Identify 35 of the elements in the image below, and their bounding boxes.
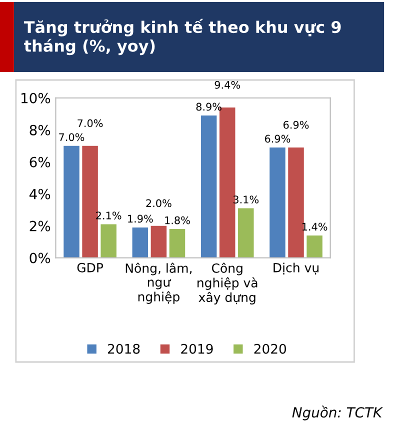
bar [100,224,116,258]
legend-label: 2019 [181,344,213,354]
data-label: 1.8% [165,216,190,224]
bar [64,146,80,258]
x-tick-label: Nông, lâm, ngư nghiệp [126,262,192,304]
data-label: 2.0% [146,199,172,208]
legend-label: 2018 [108,344,140,354]
bar [306,235,322,258]
x-tick-label: Công nghiệp và xây dựng [198,262,258,304]
bar [82,146,98,258]
bar [150,226,167,258]
legend-label: 2020 [254,344,286,354]
x-tick-label: GDP [77,262,104,272]
bar [169,229,186,258]
data-label: 6.9% [264,134,290,143]
y-tick-label: 6% [30,156,50,168]
text: Nguồn: TCTK [292,406,384,420]
x-tick-label: Dịch vụ [274,262,318,274]
bar [238,208,254,258]
bar [288,147,304,258]
bar [200,115,217,258]
chart-title: Tăng trưởng kinh tế theo khu vực 9 tháng (%, yoy) [24,18,341,56]
data-label: 7.0% [78,119,103,128]
y-tick-label: 8% [30,124,50,136]
y-tick-label: 2% [30,220,50,232]
y-tick-label: 10% [22,92,50,104]
data-label: 9.4% [214,80,240,89]
y-tick-label: 0% [30,252,50,264]
data-label: 8.9% [196,102,222,111]
y-tick-label: 4% [30,188,50,200]
data-label: 6.9% [284,120,309,129]
bar [270,147,286,258]
data-label: 7.0% [59,133,84,142]
bar [132,227,148,258]
data-label: 1.9% [128,214,153,223]
